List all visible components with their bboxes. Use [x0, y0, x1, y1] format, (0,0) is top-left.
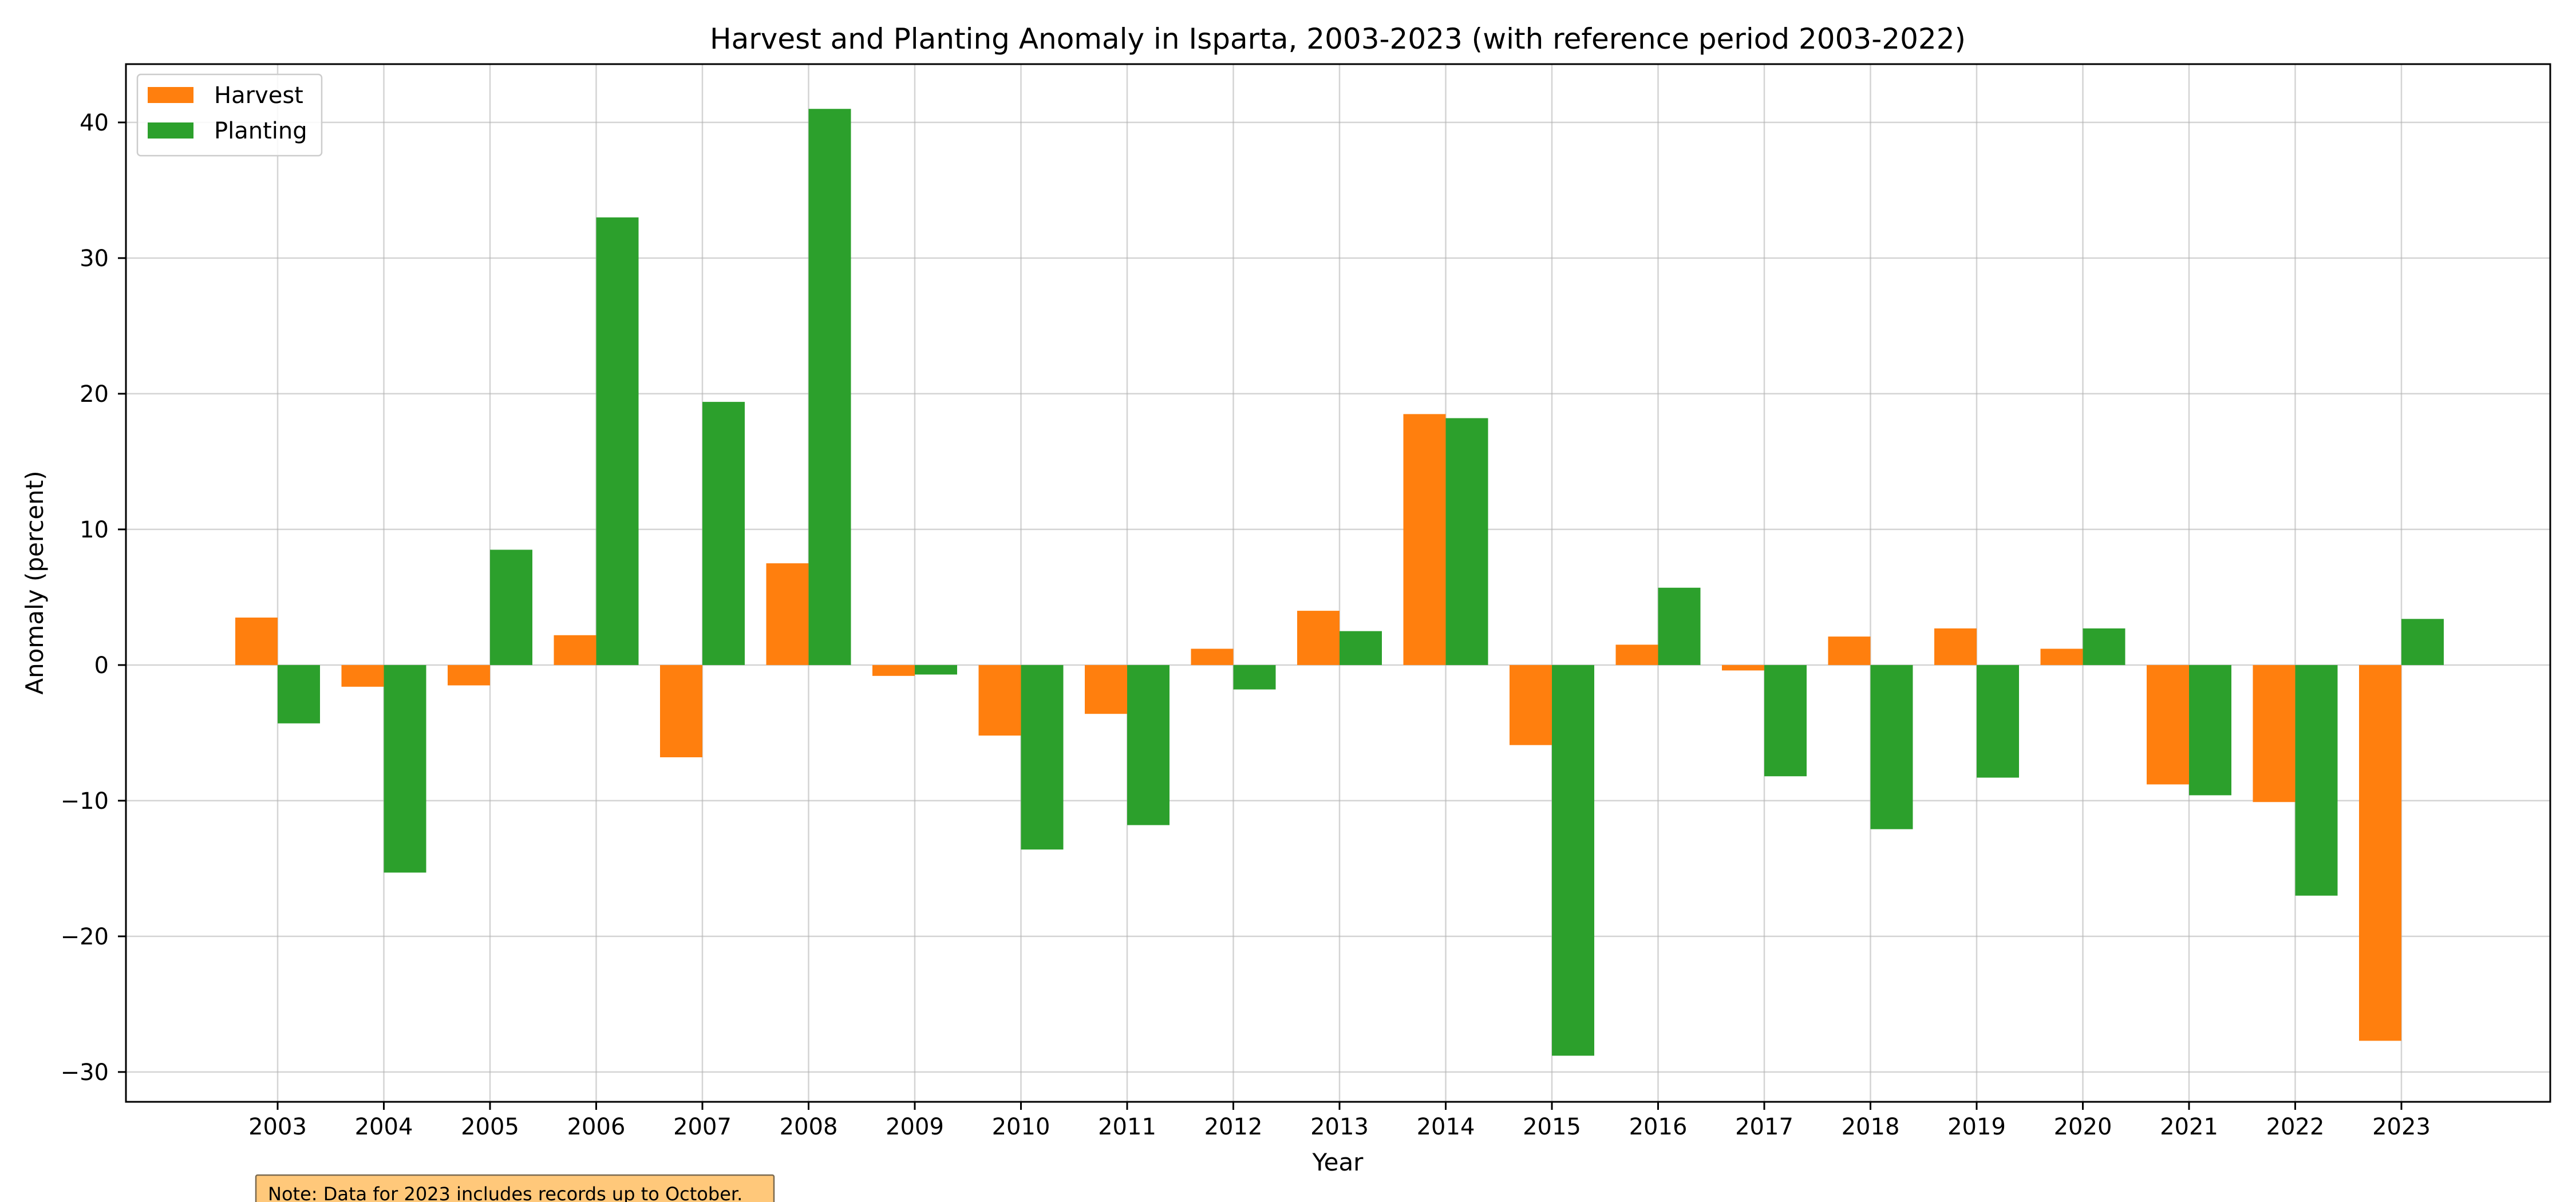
- bar-planting-2021: [2189, 665, 2231, 796]
- bar-planting-2007: [702, 402, 745, 665]
- note-box: Note: Data for 2023 includes records up …: [255, 1174, 775, 1202]
- bar-harvest-2006: [554, 635, 596, 665]
- legend: Harvest Planting: [136, 73, 323, 157]
- x-tick-label: 2004: [355, 1114, 413, 1140]
- bar-planting-2014: [1445, 418, 1488, 665]
- x-tick-label: 2005: [461, 1114, 519, 1140]
- bar-harvest-2012: [1191, 649, 1234, 665]
- bar-harvest-2007: [660, 665, 702, 758]
- bar-planting-2004: [384, 665, 426, 873]
- bar-harvest-2011: [1085, 665, 1127, 714]
- bar-planting-2012: [1233, 665, 1276, 690]
- note-text: Note: Data for 2023 includes records up …: [268, 1183, 742, 1202]
- x-tick-label: 2012: [1204, 1114, 1263, 1140]
- bar-harvest-2013: [1297, 611, 1340, 665]
- bar-harvest-2009: [872, 665, 915, 676]
- note-background: [255, 1174, 775, 1202]
- x-tick-label: 2021: [2160, 1114, 2218, 1140]
- x-tick-label: 2011: [1098, 1114, 1156, 1140]
- x-tick-label: 2013: [1310, 1114, 1369, 1140]
- bar-harvest-2022: [2253, 665, 2296, 802]
- bar-harvest-2020: [2040, 649, 2083, 665]
- x-tick-label: 2003: [248, 1114, 307, 1140]
- x-tick-label: 2023: [2372, 1114, 2431, 1140]
- bar-harvest-2004: [341, 665, 384, 687]
- bar-planting-2013: [1340, 631, 1382, 665]
- x-tick-label: 2008: [780, 1114, 838, 1140]
- bar-harvest-2017: [1722, 665, 1764, 671]
- x-tick-label: 2007: [673, 1114, 732, 1140]
- bar-harvest-2018: [1828, 636, 1871, 665]
- bar-planting-2008: [808, 109, 851, 665]
- legend-label-planting: Planting: [214, 118, 307, 144]
- bar-planting-2009: [915, 665, 957, 675]
- bar-harvest-2016: [1615, 645, 1658, 665]
- bar-planting-2015: [1552, 665, 1594, 1056]
- x-tick-label: 2020: [2054, 1114, 2112, 1140]
- y-tick-label: 40: [80, 110, 109, 136]
- bar-planting-2006: [596, 217, 639, 665]
- bar-harvest-2019: [1934, 628, 1977, 665]
- bar-harvest-2015: [1510, 665, 1552, 745]
- bar-planting-2016: [1658, 587, 1701, 665]
- bar-harvest-2021: [2147, 665, 2189, 785]
- x-tick-label: 2014: [1417, 1114, 1475, 1140]
- plot-frame: [125, 63, 2551, 1103]
- bar-harvest-2008: [766, 563, 809, 665]
- x-tick-label: 2006: [567, 1114, 626, 1140]
- bar-planting-2022: [2295, 665, 2338, 896]
- y-tick-label: 20: [80, 381, 109, 408]
- bar-harvest-2005: [448, 665, 490, 686]
- bar-harvest-2023: [2359, 665, 2401, 1041]
- legend-swatch-planting: [148, 122, 193, 139]
- y-tick-label: 30: [80, 246, 109, 272]
- legend-label-harvest: Harvest: [214, 82, 303, 109]
- x-tick-label: 2017: [1735, 1114, 1793, 1140]
- x-tick-label: 2016: [1629, 1114, 1688, 1140]
- y-tick-label: −20: [61, 924, 109, 950]
- bar-planting-2010: [1021, 665, 1064, 850]
- y-tick-label: −30: [61, 1059, 109, 1086]
- bar-planting-2019: [1977, 665, 2019, 778]
- x-tick-label: 2022: [2266, 1114, 2325, 1140]
- legend-swatch-harvest: [148, 87, 193, 103]
- x-tick-label: 2019: [1947, 1114, 2006, 1140]
- bar-planting-2018: [1870, 665, 1913, 829]
- bar-planting-2017: [1764, 665, 1807, 777]
- x-tick-label: 2009: [886, 1114, 944, 1140]
- axis-ticks: 2003 2004 2005 2006 2007 2008 2009 2010 2011 2012…: [61, 110, 2431, 1140]
- grid-lines: [126, 64, 2550, 1102]
- x-tick-label: 2018: [1842, 1114, 1900, 1140]
- bar-harvest-2003: [235, 617, 278, 665]
- bar-planting-2005: [490, 549, 532, 665]
- y-tick-label: −10: [61, 788, 109, 814]
- y-tick-label: 10: [80, 517, 109, 543]
- bars: [235, 109, 2444, 1056]
- bar-planting-2003: [278, 665, 320, 723]
- y-tick-label: 0: [94, 653, 109, 679]
- x-axis-label: Year: [1312, 1148, 1364, 1176]
- bar-planting-2023: [2401, 619, 2444, 665]
- bar-harvest-2014: [1403, 414, 1446, 665]
- chart-title: Harvest and Planting Anomaly in Isparta,…: [710, 22, 1966, 56]
- bar-planting-2011: [1127, 665, 1170, 825]
- bar-planting-2020: [2083, 628, 2125, 665]
- bar-harvest-2010: [978, 665, 1021, 736]
- x-tick-label: 2010: [992, 1114, 1050, 1140]
- y-axis-label: Anomaly (percent): [21, 470, 49, 694]
- x-tick-label: 2015: [1523, 1114, 1581, 1140]
